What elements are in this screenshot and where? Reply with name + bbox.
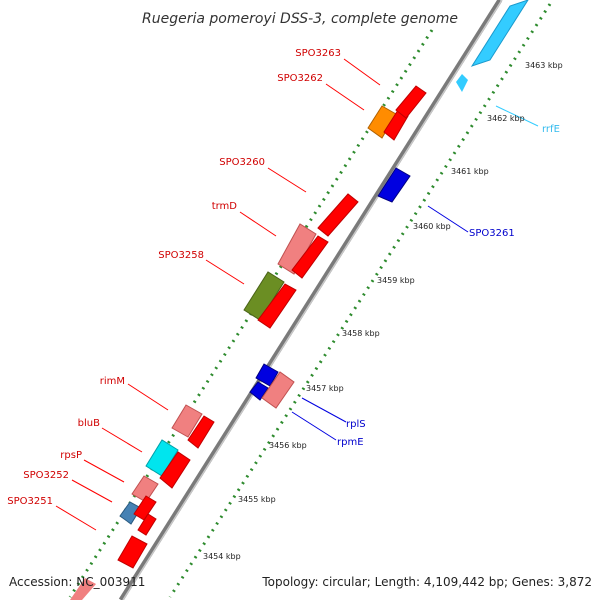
- gene-spo3260-block[interactable]: [317, 193, 359, 237]
- dotted-ring-right: [168, 3, 552, 598]
- gene-label-rpme[interactable]: rpmE: [337, 437, 364, 448]
- tick-label-3461: 3461 kbp: [451, 167, 489, 176]
- accession-text: Accession: NC_003911: [9, 575, 145, 589]
- tick-label-3456: 3456 kbp: [269, 441, 307, 450]
- gene-label-rrfe[interactable]: rrfE: [542, 124, 560, 135]
- gene-red-g[interactable]: [395, 85, 427, 119]
- gene-rpme-block[interactable]: [249, 381, 269, 401]
- gene-label-spo3263[interactable]: SPO3263: [295, 48, 341, 59]
- gene-trmd-block[interactable]: [277, 223, 317, 275]
- tick-label-3455: 3455 kbp: [238, 495, 276, 504]
- gene-rimm-block[interactable]: [171, 404, 203, 438]
- tick-label-3457: 3457 kbp: [306, 384, 344, 393]
- gene-sky-top[interactable]: [470, 0, 529, 67]
- gene-spo3258-block[interactable]: [243, 271, 285, 321]
- tick-label-3460: 3460 kbp: [413, 222, 451, 231]
- genome-backbone-highlight: [122, 0, 503, 600]
- gene-red-b[interactable]: [159, 451, 191, 489]
- gene-label-blub[interactable]: bluB: [78, 418, 100, 429]
- left-strand-genes: [70, 85, 427, 600]
- gene-label-rpls[interactable]: rplS: [346, 419, 366, 430]
- gene-rpls-block[interactable]: [255, 363, 279, 387]
- gene-label-spo3252[interactable]: SPO3252: [23, 470, 69, 481]
- gene-label-spo3261[interactable]: SPO3261: [469, 228, 515, 239]
- genome-backbone: [118, 0, 503, 600]
- gene-rrfe-block[interactable]: [456, 74, 468, 92]
- gene-label-spo3260[interactable]: SPO3260: [219, 157, 265, 168]
- right-strand-genes: [249, 0, 529, 409]
- gene-label-spo3258[interactable]: SPO3258: [158, 250, 204, 261]
- gene-red-f[interactable]: [291, 235, 329, 279]
- tick-label-3458: 3458 kbp: [342, 329, 380, 338]
- tick-label-3463: 3463 kbp: [525, 61, 563, 70]
- tick-label-3459: 3459 kbp: [377, 276, 415, 285]
- topology-text: Topology: circular; Length: 4,109,442 bp…: [261, 575, 592, 589]
- gene-label-trmd[interactable]: trmD: [212, 201, 238, 212]
- tick-label-3462: 3462 kbp: [487, 114, 525, 123]
- gene-label-rpsp[interactable]: rpsP: [60, 450, 82, 461]
- gene-spo3251-block[interactable]: [117, 535, 148, 569]
- gene-red-c[interactable]: [133, 495, 157, 521]
- gene-label-rimm[interactable]: rimM: [100, 376, 125, 387]
- gene-label-spo3262[interactable]: SPO3262: [277, 73, 323, 84]
- gene-red-d[interactable]: [137, 513, 157, 536]
- tick-label-3454: 3454 kbp: [203, 552, 241, 561]
- gene-red-e[interactable]: [257, 283, 297, 329]
- gene-blub-block[interactable]: [145, 439, 179, 477]
- label-pointers: [55, 58, 539, 531]
- gene-rpsp-block[interactable]: [131, 475, 159, 503]
- gene-spo3261-block[interactable]: [377, 167, 411, 203]
- gene-block-bottom[interactable]: [70, 578, 96, 600]
- gene-label-spo3251[interactable]: SPO3251: [7, 496, 53, 507]
- genome-title: Ruegeria pomeroyi DSS-3, complete genome: [142, 11, 458, 27]
- gene-pink-pair[interactable]: [261, 371, 295, 409]
- gene-red-a[interactable]: [187, 415, 215, 449]
